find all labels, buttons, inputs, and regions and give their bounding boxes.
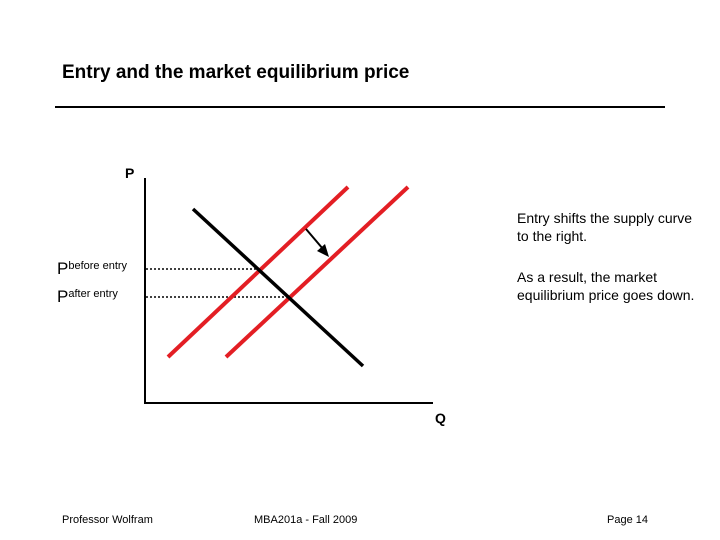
footer-course: MBA201a - Fall 2009: [254, 514, 358, 526]
slide-title: Entry and the market equilibrium price: [62, 62, 410, 83]
note-price-down: As a result, the market equilibrium pric…: [517, 269, 695, 303]
price-before-label: Pbefore entry: [57, 259, 128, 278]
supply-curve-after: [224, 185, 410, 359]
price-after-symbol: P: [57, 287, 68, 306]
footer-page-number: Page 14: [607, 514, 648, 526]
price-after-label: Pafter entry: [57, 287, 118, 306]
supply-curve-before: [166, 185, 350, 359]
x-axis-label: Q: [435, 410, 446, 426]
title-divider: [55, 106, 665, 108]
shift-arrow-icon: [305, 228, 329, 257]
price-before-subscript: before entry: [68, 260, 127, 272]
footer-author: Professor Wolfram: [62, 514, 153, 526]
price-before-symbol: P: [57, 259, 68, 278]
price-after-subscript: after entry: [68, 288, 118, 300]
y-axis-label: P: [125, 165, 134, 181]
demand-curve: [191, 207, 365, 368]
note-entry-shift: Entry shifts the supply curve to the rig…: [517, 210, 693, 244]
